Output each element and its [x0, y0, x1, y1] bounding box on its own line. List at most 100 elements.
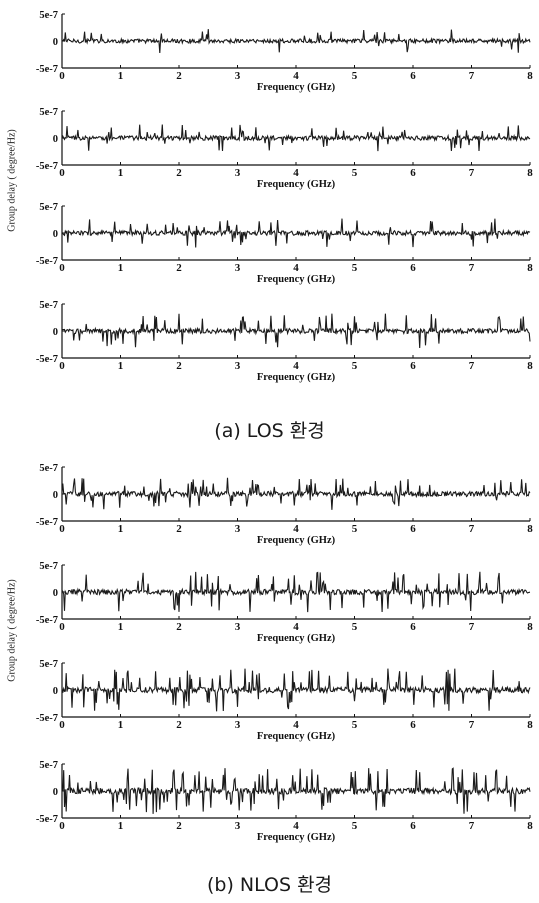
x-tick-label: 3	[235, 360, 241, 372]
y-tick-label: 5e-7	[39, 202, 58, 213]
x-tick-label: 7	[469, 523, 475, 535]
x-tick-label: 1	[118, 70, 124, 82]
x-axis-label: Frequency (GHz)	[257, 372, 336, 383]
x-tick-label: 2	[176, 621, 182, 633]
x-tick-label: 5	[352, 70, 358, 82]
x-tick-label: 3	[235, 262, 241, 274]
x-tick-label: 1	[118, 523, 124, 535]
x-axis-label: Frequency (GHz)	[257, 535, 336, 546]
x-tick-label: 8	[527, 523, 533, 535]
x-tick-label: 6	[410, 360, 416, 372]
series-line	[61, 668, 531, 712]
y-tick-label: 0	[53, 327, 58, 338]
y-tick-label: 5e-7	[39, 107, 58, 118]
x-axis-label: Frequency (GHz)	[257, 731, 336, 742]
caption-los: (a) LOS 환경	[214, 420, 325, 442]
x-axis-label: Frequency (GHz)	[257, 832, 336, 843]
y-tick-label: 0	[53, 229, 58, 240]
x-tick-label: 6	[410, 621, 416, 633]
series-line	[61, 477, 531, 510]
y-tick-label: 5e-7	[39, 760, 58, 771]
x-tick-label: 2	[176, 719, 182, 731]
y-tick-label: -5e-7	[36, 161, 58, 172]
x-tick-label: 8	[527, 262, 533, 274]
x-tick-label: 5	[352, 167, 358, 179]
x-tick-label: 1	[118, 719, 124, 731]
ylabel-group-a: Group delay ( degree/Hz)	[6, 129, 18, 232]
x-tick-label: 3	[235, 719, 241, 731]
x-tick-label: 0	[59, 621, 65, 633]
x-tick-label: 2	[176, 820, 182, 832]
x-tick-label: 2	[176, 70, 182, 82]
x-axis-label: Frequency (GHz)	[257, 82, 336, 93]
x-tick-label: 1	[118, 167, 124, 179]
x-tick-label: 3	[235, 621, 241, 633]
y-tick-label: 5e-7	[39, 300, 58, 311]
x-tick-label: 4	[293, 621, 299, 633]
x-tick-label: 7	[469, 719, 475, 731]
x-tick-label: 3	[235, 70, 241, 82]
x-tick-label: 7	[469, 621, 475, 633]
x-tick-label: 6	[410, 523, 416, 535]
series-line	[61, 218, 531, 248]
y-tick-label: 0	[53, 134, 58, 145]
x-axis-label: Frequency (GHz)	[257, 179, 336, 190]
x-axis-label: Frequency (GHz)	[257, 633, 336, 644]
x-tick-label: 6	[410, 167, 416, 179]
x-tick-label: 3	[235, 820, 241, 832]
x-tick-label: 2	[176, 167, 182, 179]
x-tick-label: 7	[469, 70, 475, 82]
y-tick-label: -5e-7	[36, 354, 58, 365]
x-tick-label: 0	[59, 70, 65, 82]
y-tick-label: -5e-7	[36, 615, 58, 626]
x-tick-label: 2	[176, 262, 182, 274]
y-tick-label: 0	[53, 686, 58, 697]
x-tick-label: 8	[527, 820, 533, 832]
x-tick-label: 4	[293, 360, 299, 372]
x-tick-label: 4	[293, 719, 299, 731]
y-tick-label: -5e-7	[36, 256, 58, 267]
x-tick-label: 7	[469, 262, 475, 274]
x-tick-label: 6	[410, 262, 416, 274]
x-tick-label: 6	[410, 70, 416, 82]
x-tick-label: 5	[352, 621, 358, 633]
x-tick-label: 5	[352, 523, 358, 535]
y-tick-label: -5e-7	[36, 814, 58, 825]
y-tick-label: 5e-7	[39, 10, 58, 21]
y-tick-label: -5e-7	[36, 64, 58, 75]
series-line	[61, 313, 531, 349]
x-tick-label: 8	[527, 360, 533, 372]
x-tick-label: 0	[59, 523, 65, 535]
ylabel-group-b: Group delay ( degree/Hz)	[6, 579, 18, 682]
y-tick-label: 0	[53, 490, 58, 501]
x-tick-label: 3	[235, 167, 241, 179]
x-tick-label: 7	[469, 360, 475, 372]
x-tick-label: 8	[527, 719, 533, 731]
x-tick-label: 4	[293, 167, 299, 179]
y-tick-label: -5e-7	[36, 517, 58, 528]
x-tick-label: 5	[352, 360, 358, 372]
x-tick-label: 1	[118, 820, 124, 832]
x-tick-label: 0	[59, 719, 65, 731]
x-tick-label: 8	[527, 70, 533, 82]
series-line	[61, 571, 531, 613]
series-line	[61, 29, 531, 54]
x-tick-label: 5	[352, 719, 358, 731]
x-axis-label: Frequency (GHz)	[257, 274, 336, 285]
y-tick-label: 0	[53, 588, 58, 599]
x-tick-label: 3	[235, 523, 241, 535]
y-tick-label: -5e-7	[36, 713, 58, 724]
x-tick-label: 2	[176, 360, 182, 372]
x-tick-label: 0	[59, 262, 65, 274]
x-tick-label: 8	[527, 621, 533, 633]
x-tick-label: 4	[293, 523, 299, 535]
y-tick-label: 0	[53, 37, 58, 48]
